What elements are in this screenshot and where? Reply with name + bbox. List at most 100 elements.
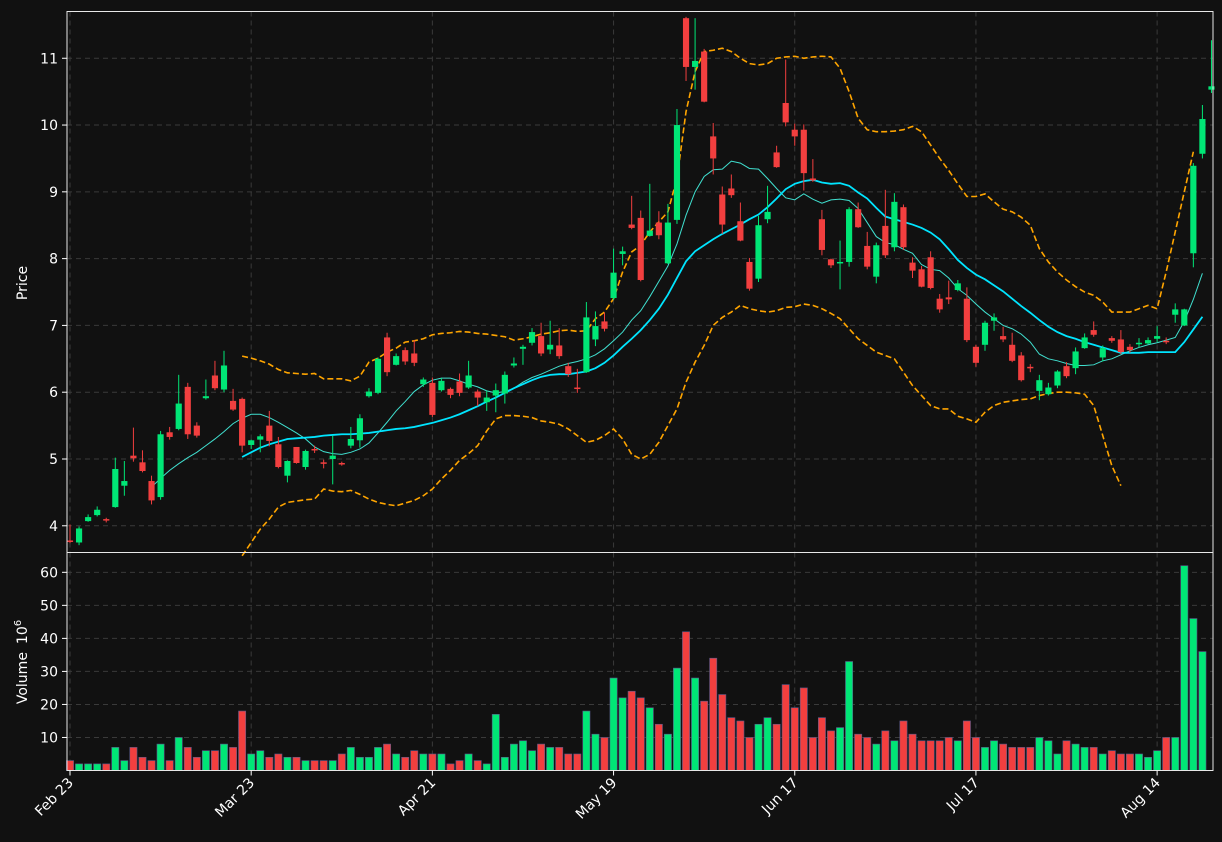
- candle-body: [628, 224, 635, 228]
- candle-body: [619, 251, 626, 254]
- volume-bar: [265, 756, 274, 771]
- volume-bar: [627, 690, 636, 771]
- volume-bar: [962, 720, 971, 771]
- candle-body: [166, 432, 173, 437]
- volume-bar: [600, 737, 609, 771]
- candle-body: [800, 129, 807, 174]
- price-tick-label: 4: [49, 519, 58, 535]
- volume-axis-label: Volume: [15, 652, 31, 704]
- volume-tick-label: 50: [40, 598, 58, 614]
- candle-body: [818, 219, 826, 250]
- volume-bar: [1189, 618, 1198, 771]
- volume-bar: [999, 743, 1008, 771]
- price-axis-ticks: 4 5 6 7 8 9 10 11: [40, 51, 67, 535]
- candle-body: [329, 455, 336, 459]
- candle-body: [139, 462, 146, 472]
- price-tick-label: 11: [40, 51, 58, 67]
- price-tick-label: 6: [49, 385, 58, 401]
- candle-body: [646, 230, 653, 236]
- candle-body: [302, 450, 309, 468]
- candle-body: [66, 540, 74, 542]
- volume-bar: [799, 687, 808, 771]
- candle-body: [873, 245, 880, 277]
- candle-body: [855, 209, 862, 228]
- volume-bar: [147, 760, 156, 771]
- volume-bar: [183, 747, 192, 771]
- volume-bar: [165, 760, 174, 771]
- candle-body: [782, 103, 789, 123]
- volume-bar: [636, 697, 645, 771]
- volume-bar: [727, 717, 736, 771]
- volume-bar: [654, 723, 663, 771]
- candle-body: [347, 438, 354, 446]
- candle-body: [637, 217, 644, 280]
- candle-body: [501, 374, 508, 394]
- volume-tick-label: 10: [40, 730, 58, 746]
- volume-bar: [645, 707, 654, 771]
- volume-bar: [1062, 740, 1071, 771]
- candle-body: [157, 434, 164, 498]
- candle-body: [900, 207, 907, 248]
- bollinger-lower-line: [241, 303, 1122, 557]
- volume-bar: [220, 743, 228, 771]
- volume-axis-unit: 10: [15, 626, 31, 644]
- candle-body: [583, 317, 590, 373]
- candle-body: [556, 345, 563, 357]
- candle-body: [927, 257, 934, 289]
- bollinger-bands: [241, 47, 1195, 557]
- candle-body: [664, 222, 671, 264]
- volume-bar: [491, 714, 500, 771]
- candle-body: [791, 129, 798, 137]
- volume-bar: [1135, 753, 1143, 771]
- candle-body: [592, 326, 599, 340]
- candle-body: [673, 125, 681, 220]
- candle-body: [1144, 340, 1152, 344]
- candle-body: [519, 346, 527, 349]
- volume-bar: [908, 733, 917, 771]
- candle-body: [701, 51, 708, 102]
- volume-bar: [926, 740, 935, 771]
- volume-bar: [981, 747, 989, 771]
- volume-bar: [944, 737, 953, 771]
- volume-bar: [836, 727, 844, 771]
- volume-bar: [1198, 651, 1207, 771]
- volume-bar: [1026, 747, 1035, 771]
- volume-bar: [881, 730, 890, 771]
- candle-body: [447, 388, 454, 395]
- candle-body: [1054, 371, 1061, 386]
- volume-bar: [247, 753, 256, 771]
- volume-bar: [509, 743, 518, 771]
- volume-bar: [328, 760, 337, 771]
- candle-body: [320, 462, 327, 464]
- volume-bar: [990, 740, 998, 771]
- candle-body: [85, 517, 92, 522]
- candle-body: [574, 387, 581, 390]
- volume-bar: [419, 753, 428, 771]
- candle-body: [220, 365, 228, 390]
- volume-bar: [1171, 737, 1180, 771]
- candle-body: [383, 337, 391, 373]
- volume-bar: [1116, 753, 1125, 771]
- candle-body: [682, 18, 690, 67]
- candle-body: [1072, 351, 1079, 369]
- candle-body: [547, 344, 554, 350]
- volume-bar: [618, 697, 627, 771]
- price-candles: [66, 16, 1215, 546]
- candle-body: [918, 269, 925, 287]
- volume-tick-label: 40: [40, 631, 58, 647]
- volume-bar: [808, 737, 817, 771]
- candle-body: [356, 418, 363, 441]
- volume-bar: [1098, 753, 1107, 771]
- volume-bar: [274, 753, 283, 771]
- volume-bar: [201, 750, 210, 771]
- volume-bar: [1008, 747, 1017, 771]
- candle-body: [420, 379, 427, 385]
- candle-body: [239, 398, 246, 446]
- volume-bar: [75, 763, 83, 771]
- candle-body: [710, 136, 717, 159]
- candle-body: [393, 356, 400, 365]
- volume-bar: [790, 707, 799, 771]
- candle-body: [1172, 309, 1179, 315]
- volume-bar: [1180, 565, 1189, 771]
- volume-bar: [935, 740, 944, 771]
